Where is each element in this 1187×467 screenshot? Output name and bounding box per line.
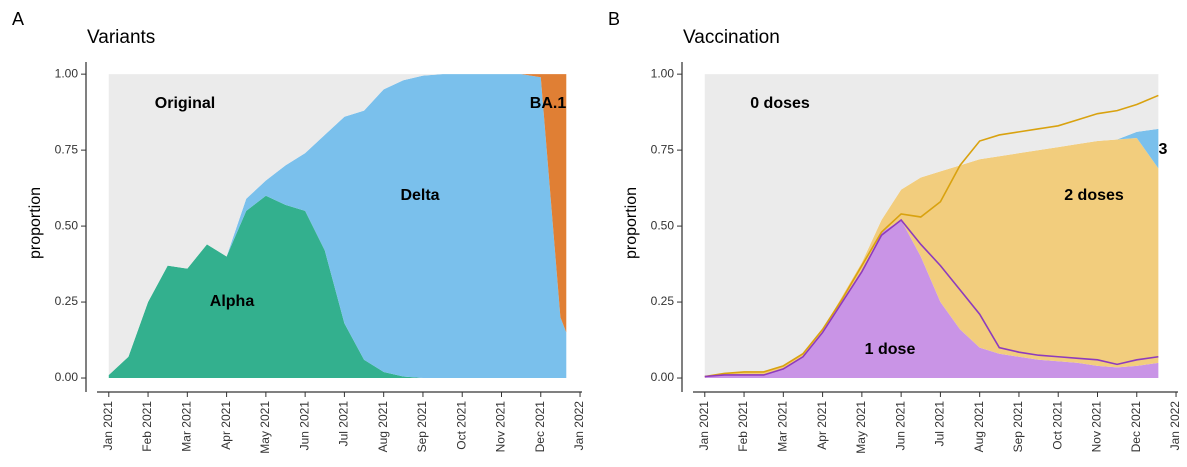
y-tick-label: 1.00 [651, 66, 675, 80]
chart-title: Variants [87, 27, 155, 48]
x-tick-label: Jan 2021 [101, 401, 115, 451]
area-label: 3 [1159, 141, 1168, 158]
x-tick-label: May 2021 [854, 401, 868, 454]
area-label: Original [155, 95, 215, 112]
x-tick-label: Nov 2021 [1090, 401, 1104, 453]
panel-label: B [608, 9, 620, 29]
x-tick-label: Nov 2021 [494, 401, 508, 453]
area-label: 0 doses [750, 95, 810, 112]
x-tick-label: Oct 2021 [1050, 401, 1064, 450]
x-tick-label: Jan 2022 [1168, 401, 1182, 451]
y-tick-label: 0.50 [55, 218, 79, 232]
y-axis-label: proportion [27, 187, 44, 259]
x-tick-label: Sep 2021 [415, 401, 429, 453]
x-tick-label: Jul 2021 [337, 401, 351, 447]
x-tick-label: Jan 2022 [572, 401, 586, 451]
y-tick-label: 0.00 [651, 370, 675, 384]
panel-label: A [12, 9, 24, 29]
x-tick-label: Oct 2021 [454, 401, 468, 450]
area [108, 74, 567, 375]
x-tick-label: Feb 2021 [736, 401, 750, 452]
y-tick-label: 0.75 [651, 142, 675, 156]
y-tick-label: 0.50 [651, 218, 675, 232]
x-tick-label: Mar 2021 [775, 401, 789, 452]
x-tick-label: Apr 2021 [815, 401, 829, 450]
x-tick-label: Feb 2021 [140, 401, 154, 452]
x-tick-label: Jun 2021 [893, 401, 907, 451]
y-tick-label: 0.25 [55, 294, 79, 308]
y-tick-label: 1.00 [55, 66, 79, 80]
y-tick-label: 0.00 [55, 370, 79, 384]
line [704, 218, 1159, 378]
x-tick-label: Sep 2021 [1011, 401, 1025, 453]
area [108, 74, 567, 379]
x-tick-label: Mar 2021 [179, 401, 193, 452]
x-tick-label: Dec 2021 [533, 401, 547, 453]
x-tick-label: Jun 2021 [297, 401, 311, 451]
area-label: 1 dose [865, 341, 916, 358]
y-tick-label: 0.25 [651, 294, 675, 308]
area [704, 137, 1159, 377]
area-label: Alpha [210, 293, 255, 310]
x-tick-label: Jul 2021 [933, 401, 947, 447]
y-axis-label: proportion [623, 187, 640, 259]
area-label: BA.1 [530, 95, 567, 112]
area [704, 74, 1159, 377]
x-tick-label: Dec 2021 [1129, 401, 1143, 453]
x-tick-label: Aug 2021 [972, 401, 986, 453]
x-tick-label: May 2021 [258, 401, 272, 454]
y-tick-label: 0.75 [55, 142, 79, 156]
x-tick-label: Aug 2021 [376, 401, 390, 453]
area [108, 195, 567, 379]
area-label: 2 doses [1064, 187, 1124, 204]
x-tick-label: Apr 2021 [219, 401, 233, 450]
chart-title: Vaccination [683, 27, 780, 48]
x-tick-label: Jan 2021 [697, 401, 711, 451]
area-label: Delta [400, 187, 439, 204]
line [704, 94, 1159, 378]
